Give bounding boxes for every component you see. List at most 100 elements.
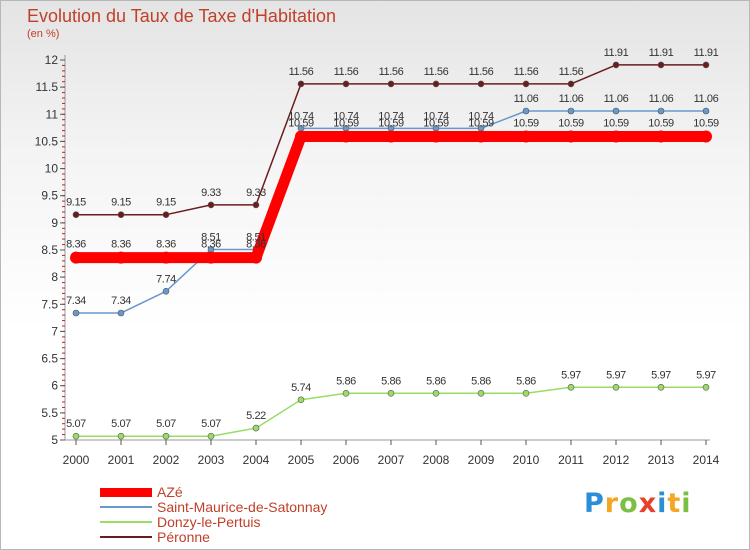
data-point-donzy-le-pertuis <box>432 389 440 397</box>
logo-letter: x <box>638 488 658 519</box>
x-tick-label: 2014 <box>693 453 720 467</box>
data-point-donzy-le-pertuis <box>162 432 170 440</box>
data-label-peronne: 11.56 <box>334 66 359 78</box>
data-point-donzy-le-pertuis <box>297 396 305 404</box>
y-tick-label: 10 <box>45 162 59 176</box>
data-label-aze: 10.59 <box>693 118 719 130</box>
data-point-donzy-le-pertuis <box>522 389 530 397</box>
data-label-donzy-le-pertuis: 5.07 <box>66 418 86 430</box>
data-label-donzy-le-pertuis: 5.22 <box>246 410 266 422</box>
data-point-saint-maurice-de-satonnay <box>657 107 665 115</box>
data-point-saint-maurice-de-satonnay <box>702 107 710 115</box>
data-point-donzy-le-pertuis <box>207 432 215 440</box>
data-label-saint-maurice-de-satonnay: 11.06 <box>604 93 629 105</box>
x-tick-label: 2006 <box>333 453 360 467</box>
data-label-donzy-le-pertuis: 5.86 <box>426 375 446 387</box>
x-tick-label: 2000 <box>63 453 90 467</box>
x-tick-label: 2011 <box>558 453 584 467</box>
data-point-peronne <box>342 80 350 88</box>
logo-letter: i <box>657 488 668 519</box>
logo-letter: i <box>681 488 692 519</box>
data-label-aze: 10.59 <box>333 118 359 130</box>
data-label-donzy-le-pertuis: 5.97 <box>696 369 716 381</box>
data-label-saint-maurice-de-satonnay: 10.74 <box>378 110 404 122</box>
data-label-peronne: 11.56 <box>469 66 494 78</box>
x-tick-label: 2012 <box>603 453 630 467</box>
legend-swatch-saint-maurice <box>100 506 152 508</box>
data-label-saint-maurice-de-satonnay: 11.06 <box>694 93 719 105</box>
y-tick-label: 10.5 <box>35 134 59 148</box>
data-label-aze: 10.59 <box>513 118 539 130</box>
x-tick-label: 2008 <box>423 453 450 467</box>
data-point-donzy-le-pertuis <box>567 383 575 391</box>
data-point-donzy-le-pertuis <box>117 432 125 440</box>
data-label-aze: 10.59 <box>648 118 674 130</box>
data-point-peronne <box>252 201 260 209</box>
data-label-saint-maurice-de-satonnay: 8.51 <box>246 232 266 244</box>
legend-label-donzy: Donzy-le-Pertuis <box>157 514 261 530</box>
chart-unit: (en %) <box>27 28 60 40</box>
data-point-peronne <box>702 61 710 69</box>
data-label-aze: 10.59 <box>288 118 314 130</box>
y-tick-label: 8.5 <box>41 243 58 257</box>
data-label-peronne: 11.56 <box>514 66 539 78</box>
data-label-peronne: 11.56 <box>559 66 584 78</box>
x-tick-label: 2003 <box>198 453 225 467</box>
legend-label-saint-maurice: Saint-Maurice-de-Satonnay <box>157 499 328 515</box>
data-point-saint-maurice-de-satonnay <box>117 309 125 317</box>
data-label-peronne: 9.33 <box>201 187 221 199</box>
y-tick-label: 8 <box>51 270 58 284</box>
data-label-peronne: 11.91 <box>694 47 719 59</box>
x-tick-label: 2010 <box>513 453 540 467</box>
data-point-peronne <box>72 211 80 218</box>
data-label-peronne: 11.56 <box>289 66 314 78</box>
data-label-aze: 8.36 <box>156 239 176 251</box>
legend-swatch-peronne <box>100 536 152 538</box>
logo-letter: P <box>584 488 605 519</box>
data-point-aze <box>70 251 82 264</box>
data-label-peronne: 11.91 <box>649 47 674 59</box>
y-tick-label: 11 <box>46 107 59 121</box>
data-point-aze <box>340 130 352 143</box>
legend-label-aze: AZé <box>157 484 183 500</box>
chart-title: Evolution du Taux de Taxe d'Habitation <box>27 6 336 26</box>
data-label-saint-maurice-de-satonnay: 10.74 <box>333 110 359 122</box>
data-label-donzy-le-pertuis: 5.86 <box>381 375 401 387</box>
data-label-saint-maurice-de-satonnay: 7.34 <box>66 295 86 307</box>
data-label-aze: 10.59 <box>468 118 494 130</box>
data-point-donzy-le-pertuis <box>477 389 485 397</box>
data-point-aze <box>205 251 217 264</box>
data-label-saint-maurice-de-satonnay: 11.06 <box>559 93 584 105</box>
data-point-peronne <box>522 80 530 88</box>
data-point-peronne <box>162 211 170 218</box>
data-label-donzy-le-pertuis: 5.86 <box>336 375 356 387</box>
data-point-aze <box>565 130 577 143</box>
data-point-saint-maurice-de-satonnay <box>612 107 620 115</box>
x-tick-label: 2007 <box>378 453 405 467</box>
y-tick-label: 9 <box>51 216 58 230</box>
data-label-aze: 8.36 <box>66 239 86 251</box>
data-label-saint-maurice-de-satonnay: 10.74 <box>468 110 494 122</box>
data-label-donzy-le-pertuis: 5.86 <box>516 375 536 387</box>
data-point-donzy-le-pertuis <box>252 424 260 432</box>
data-point-donzy-le-pertuis <box>702 383 710 391</box>
data-point-aze <box>610 130 622 143</box>
data-label-donzy-le-pertuis: 5.07 <box>111 418 131 430</box>
data-label-saint-maurice-de-satonnay: 10.74 <box>423 110 449 122</box>
logo-letter: t <box>667 488 682 519</box>
data-point-peronne <box>567 80 575 88</box>
data-point-aze <box>475 130 487 143</box>
legend-label-peronne: Péronne <box>157 529 210 545</box>
series-aze <box>70 130 712 264</box>
data-label-aze: 8.36 <box>111 239 131 251</box>
data-label-saint-maurice-de-satonnay: 11.06 <box>649 93 674 105</box>
data-label-saint-maurice-de-satonnay: 7.74 <box>156 273 176 285</box>
data-point-donzy-le-pertuis <box>387 389 395 397</box>
data-label-donzy-le-pertuis: 5.07 <box>201 418 221 430</box>
data-label-aze: 8.36 <box>246 239 266 251</box>
y-tick-label: 12 <box>45 53 59 67</box>
data-label-aze: 10.59 <box>558 118 584 130</box>
data-point-aze <box>655 130 667 143</box>
data-label-donzy-le-pertuis: 5.07 <box>156 418 176 430</box>
data-label-peronne: 11.56 <box>424 66 449 78</box>
